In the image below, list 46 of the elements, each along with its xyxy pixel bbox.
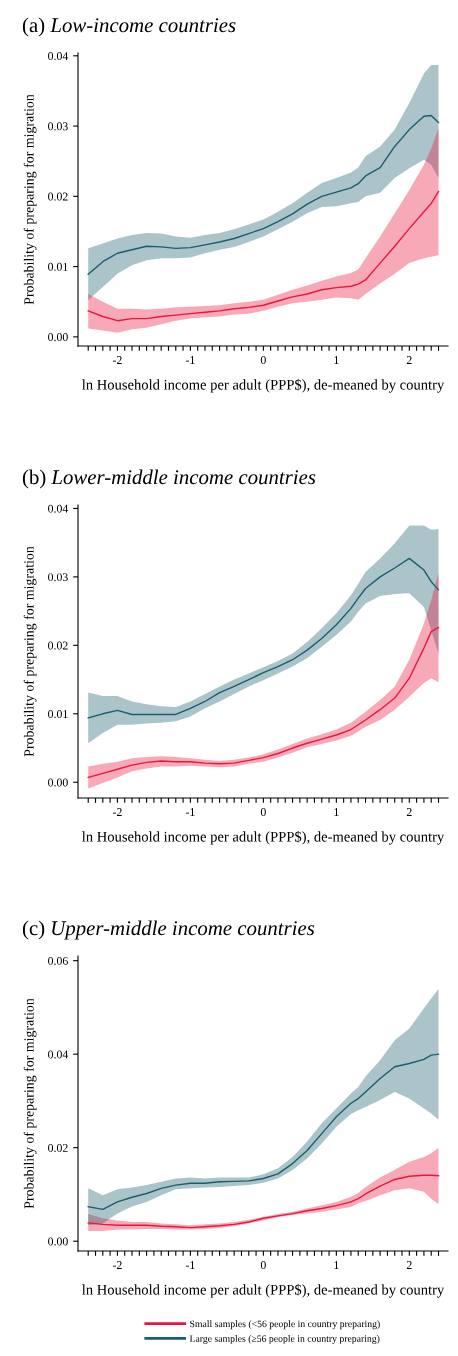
line-series	[87, 1053, 440, 1211]
x-tick-label: -2	[112, 808, 122, 816]
y-tick-label: 0.01	[48, 262, 68, 271]
line-series	[87, 114, 440, 276]
y-axis-title: Probability of preparing for migration	[23, 546, 37, 757]
x-tick-label: 1	[334, 356, 339, 364]
y-tick-label: 0.00	[48, 333, 68, 342]
legend-label: Small samples (<56 people in country preparing)	[190, 1320, 380, 1330]
line-series	[87, 557, 440, 719]
y-tick-label: 0.02	[48, 1143, 68, 1152]
legend-label: Large samples (≥56 people in country preparing)	[189, 1335, 380, 1344]
x-tick-label: 0	[260, 356, 266, 365]
x-axis-title: ln Household income per adult (PPP$), de-meaned by country	[82, 1283, 445, 1298]
y-tick-label: 0.00	[48, 1237, 68, 1246]
x-tick-label: 2	[406, 1261, 412, 1269]
x-axis-title: ln Household income per adult (PPP$), de-meaned by country	[82, 830, 445, 845]
x-tick-label: 0	[260, 808, 266, 817]
y-tick-label: 0.04	[48, 1050, 69, 1059]
y-tick-label: 0.04	[48, 52, 69, 61]
x-tick-label: -1	[185, 356, 195, 364]
line-series	[87, 190, 440, 322]
y-tick-label: 0.02	[48, 192, 68, 201]
x-tick-label: 2	[406, 356, 412, 364]
chart-title: (b) Lower-middle income countries	[22, 469, 316, 489]
x-tick-label: -2	[112, 1261, 122, 1269]
x-axis-title: ln Household income per adult (PPP$), de-meaned by country	[82, 378, 445, 393]
chart-title: (c) Upper-middle income countries	[22, 920, 315, 940]
x-tick-label: -1	[185, 808, 195, 816]
x-tick-label: 0	[260, 1261, 266, 1270]
line-series	[87, 626, 440, 779]
x-tick-label: 1	[334, 808, 339, 816]
y-axis-title: Probability of preparing for migration	[23, 998, 37, 1209]
x-tick-label: -1	[185, 1261, 195, 1269]
line-series	[87, 1174, 440, 1229]
x-tick-label: 1	[334, 1261, 339, 1269]
y-tick-label: 0.03	[48, 122, 68, 131]
y-tick-label: 0.00	[48, 778, 68, 787]
y-tick-label: 0.02	[48, 641, 68, 650]
y-axis-title: Probability of preparing for migration	[23, 94, 37, 305]
x-tick-label: 2	[406, 808, 412, 816]
x-tick-label: -2	[112, 356, 122, 364]
y-tick-label: 0.03	[48, 573, 68, 582]
y-tick-label: 0.04	[48, 504, 69, 513]
y-tick-label: 0.06	[48, 956, 68, 965]
chart-title: (a) Low-income countries	[22, 17, 236, 37]
y-tick-label: 0.01	[48, 710, 68, 719]
